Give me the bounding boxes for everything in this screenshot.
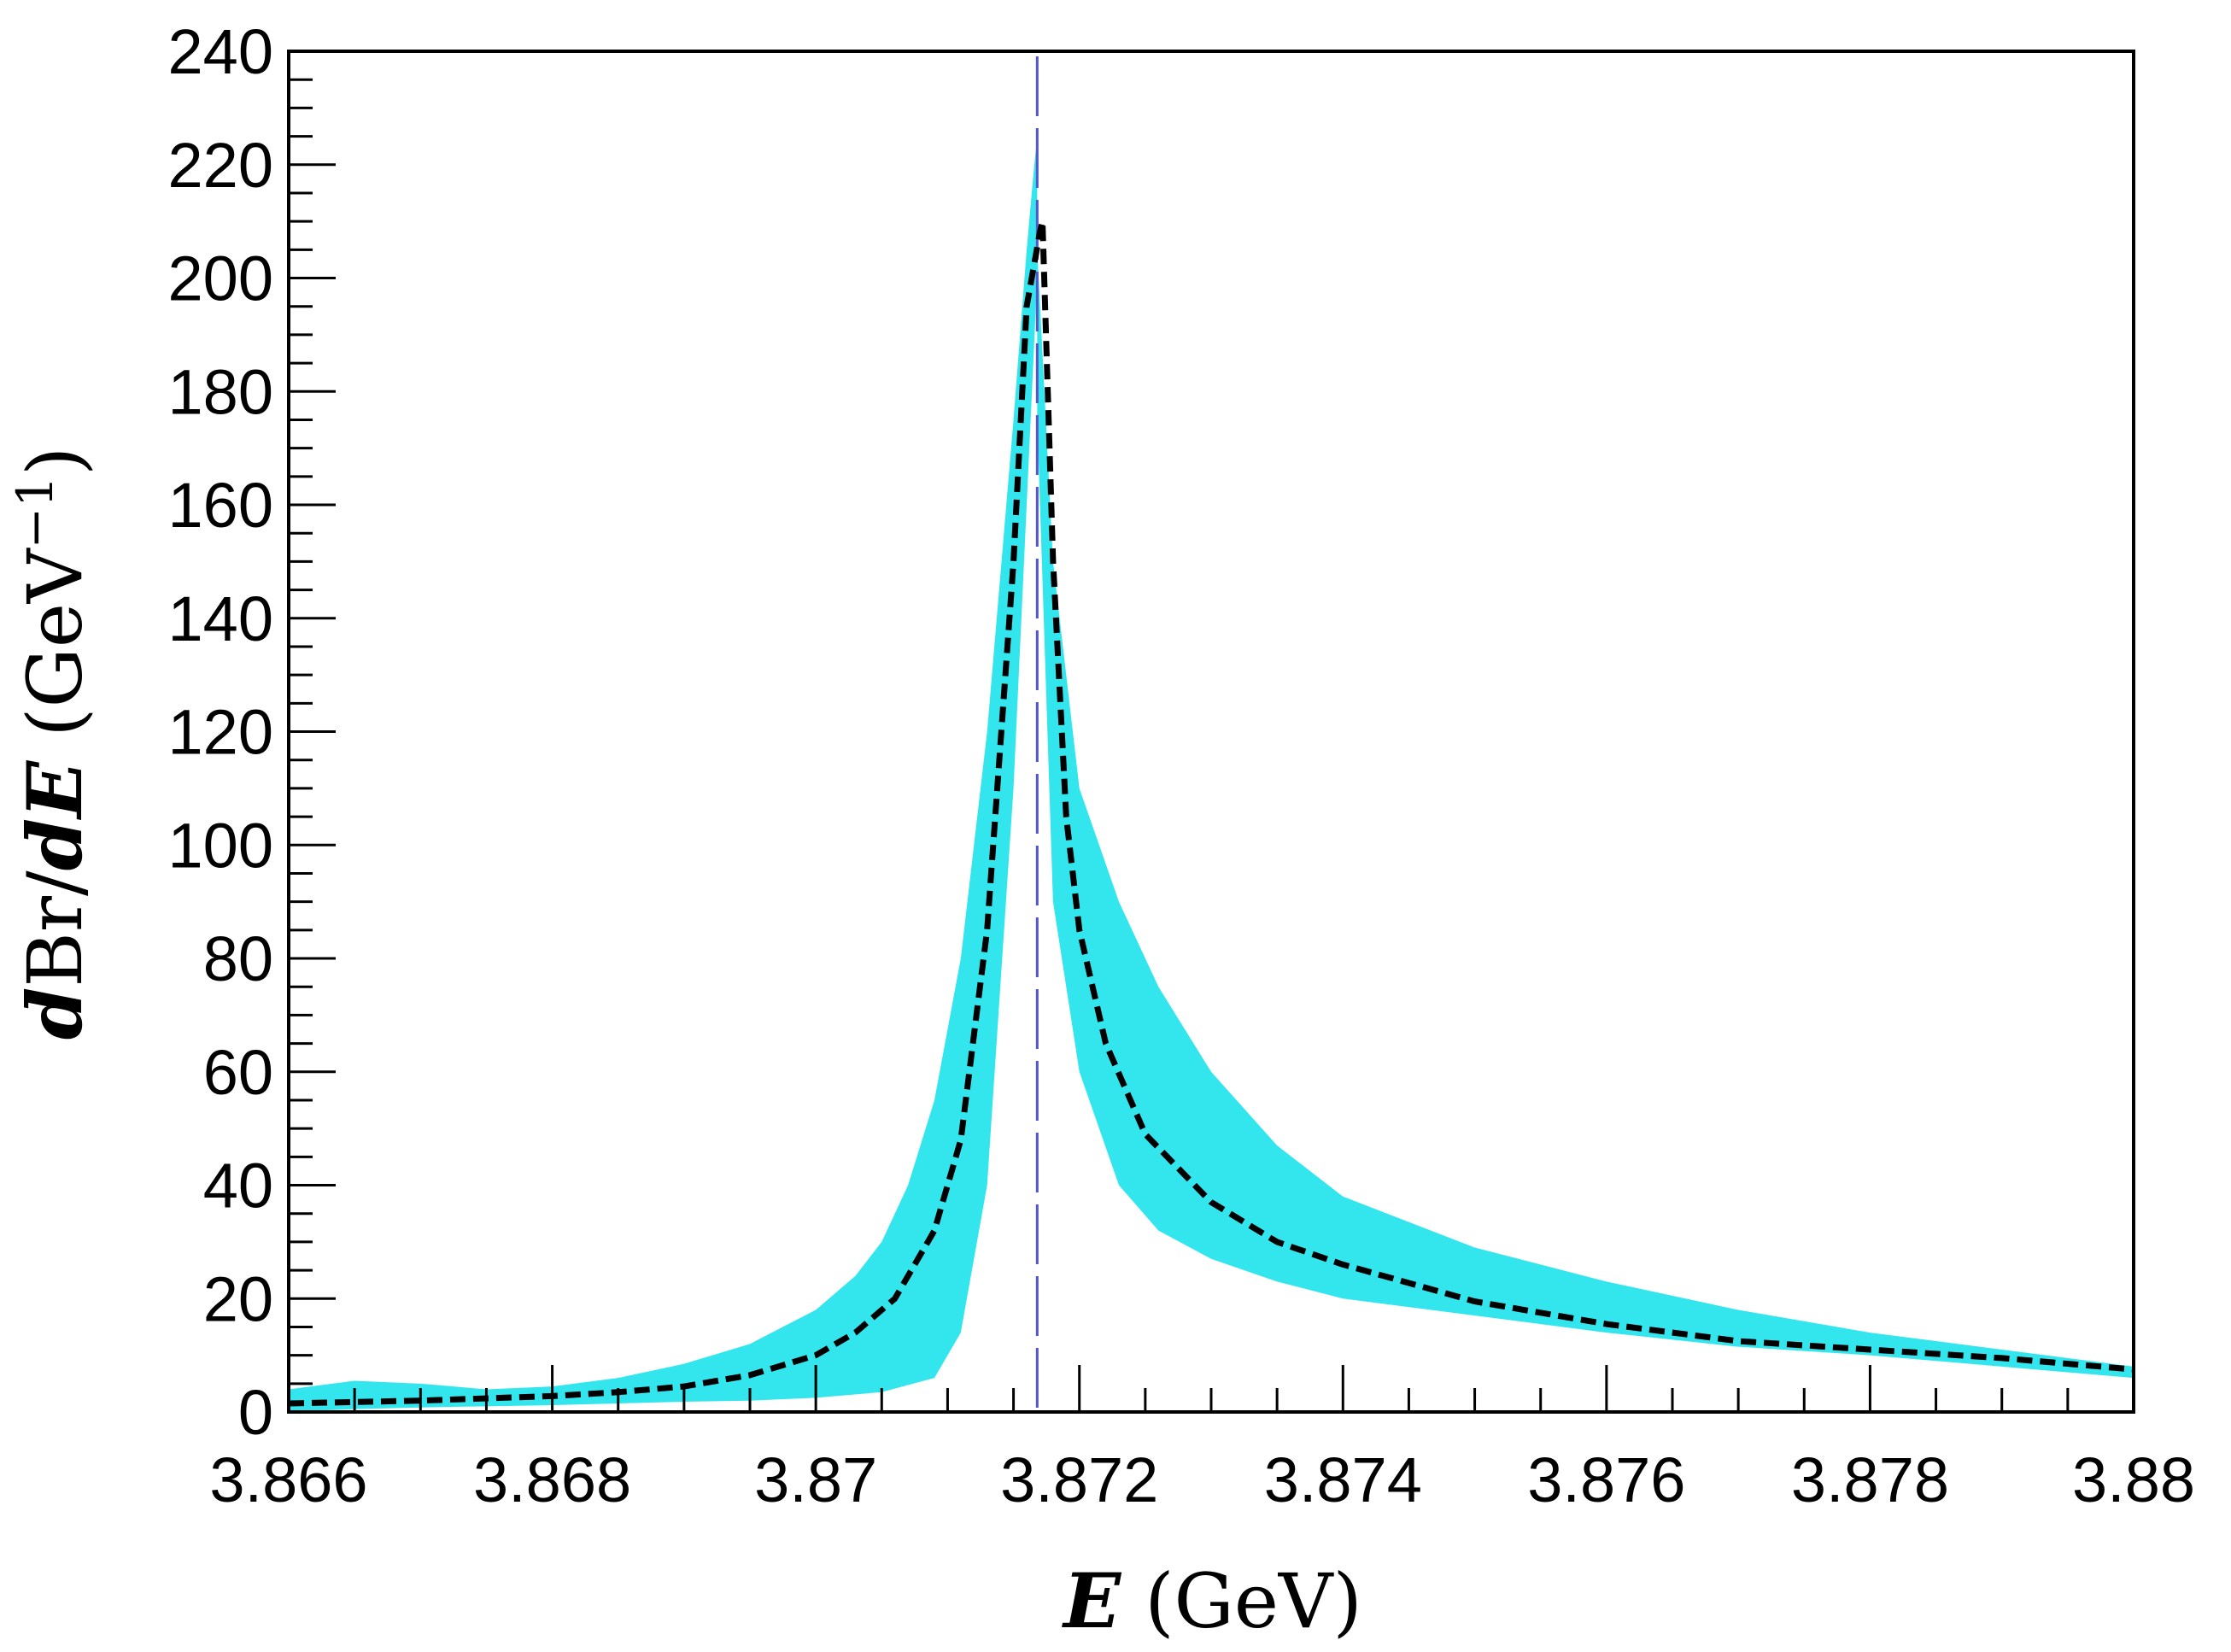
uncertainty-band [289, 136, 2134, 1412]
y-tick-label: 0 [238, 1377, 273, 1448]
x-tick-label: 3.88 [2072, 1444, 2195, 1515]
x-tick-label: 3.878 [1791, 1444, 1949, 1515]
y-tick-label: 100 [168, 810, 273, 881]
band-right [1037, 249, 2134, 1379]
y-axis-label: dBr/dE (GeV−1) [6, 447, 99, 1040]
x-tick-label: 3.874 [1264, 1444, 1422, 1515]
y-tick-label: 180 [168, 356, 273, 427]
x-tick-labels: 3.866 3.868 3.87 3.872 3.874 3.876 3.878 3.88 [209, 1444, 2195, 1515]
x-tick-label: 3.87 [754, 1444, 877, 1515]
x-tick-label: 3.876 [1527, 1444, 1685, 1515]
y-tick-label: 200 [168, 243, 273, 314]
y-tick-label: 240 [168, 16, 273, 87]
y-tick-label: 80 [203, 923, 273, 994]
y-tick-label: 140 [168, 583, 273, 654]
x-tick-label: 3.872 [1000, 1444, 1158, 1515]
series-line-0 [288, 218, 2134, 1407]
y-tick-label: 220 [168, 130, 273, 201]
y-tick-label: 160 [168, 470, 273, 541]
y-tick-labels: 0 20 40 60 80 100 120 140 160 180 200 220 240 [168, 16, 273, 1448]
y-tick-label: 60 [203, 1037, 273, 1108]
x-axis-label: E (GeV) [1061, 1556, 1362, 1645]
axis-ticks [287, 50, 2135, 1414]
x-tick-label: 3.868 [473, 1444, 631, 1515]
band-left [289, 136, 1038, 1412]
x-tick-label: 3.866 [209, 1444, 367, 1515]
plot-frame [287, 50, 2135, 1414]
y-tick-label: 120 [168, 697, 273, 768]
central-curve [288, 218, 2134, 1407]
y-tick-label: 20 [203, 1263, 273, 1334]
y-tick-label: 40 [203, 1151, 273, 1221]
